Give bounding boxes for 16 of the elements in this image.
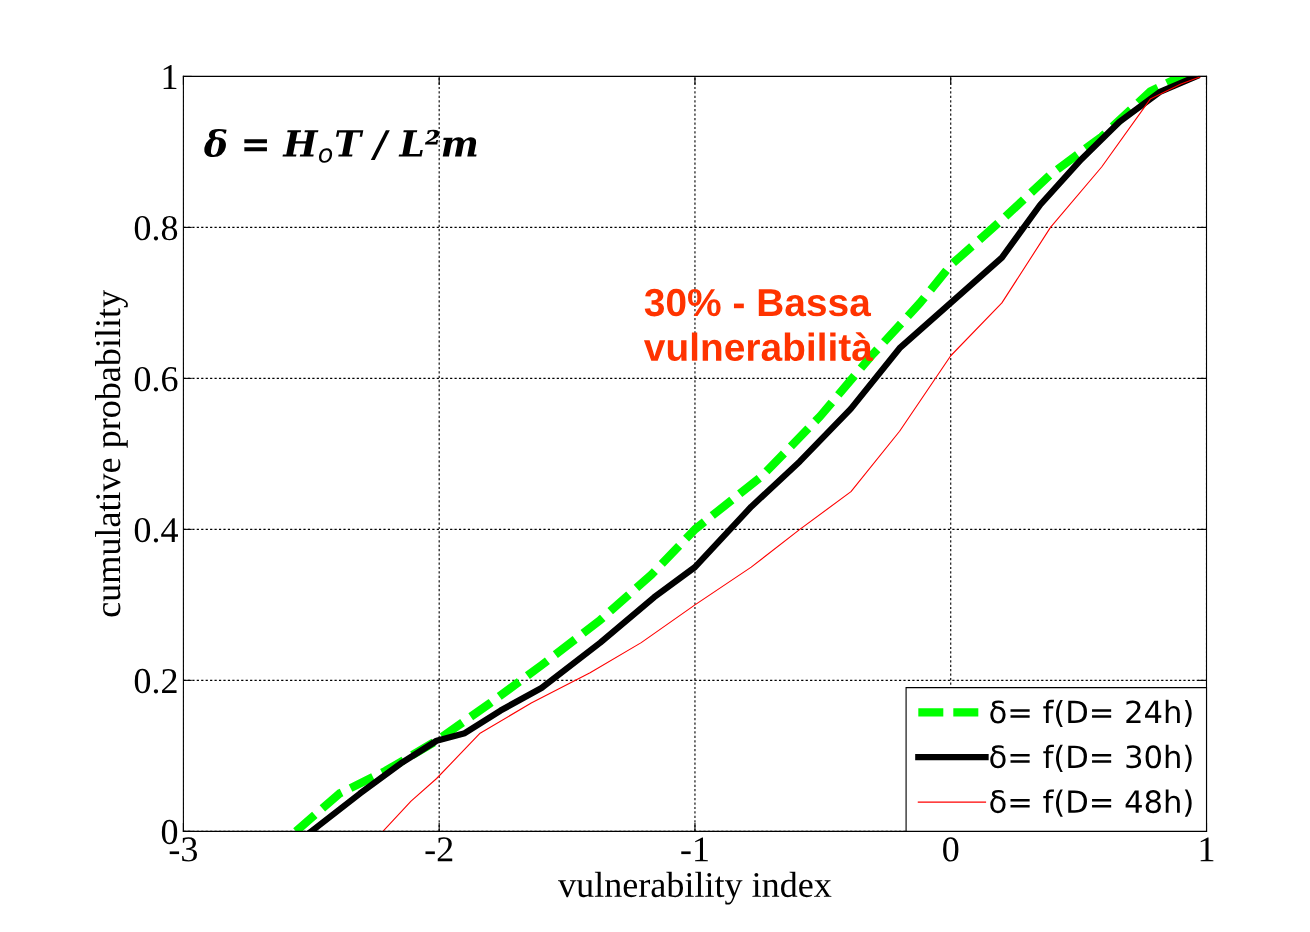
legend-label: δ= f(D= 24h) bbox=[990, 699, 1192, 728]
annotation: 30% - Bassa vulnerabilità bbox=[643, 288, 873, 362]
legend-label: δ= f(D= 48h) bbox=[990, 789, 1192, 817]
y-tick-label: 1 bbox=[163, 65, 177, 89]
x-tick-label: 0 bbox=[943, 837, 959, 862]
x-axis-title: vulnerability index bbox=[558, 871, 832, 905]
y-tick-label: 0.6 bbox=[134, 366, 178, 392]
x-tick-label: 1 bbox=[1200, 837, 1214, 862]
x-tick-label: -2 bbox=[425, 837, 453, 862]
annotation: δ = H$_{o}$T / L²m bbox=[204, 128, 477, 163]
x-tick-label: -1 bbox=[681, 837, 708, 862]
y-axis-title: cumulative probability bbox=[94, 290, 128, 617]
y-tick-label: 0.2 bbox=[134, 668, 177, 694]
y-tick-label: 0.4 bbox=[134, 517, 178, 543]
legend-label: δ= f(D= 30h) bbox=[990, 744, 1192, 772]
y-tick-label: 0.8 bbox=[134, 215, 178, 241]
